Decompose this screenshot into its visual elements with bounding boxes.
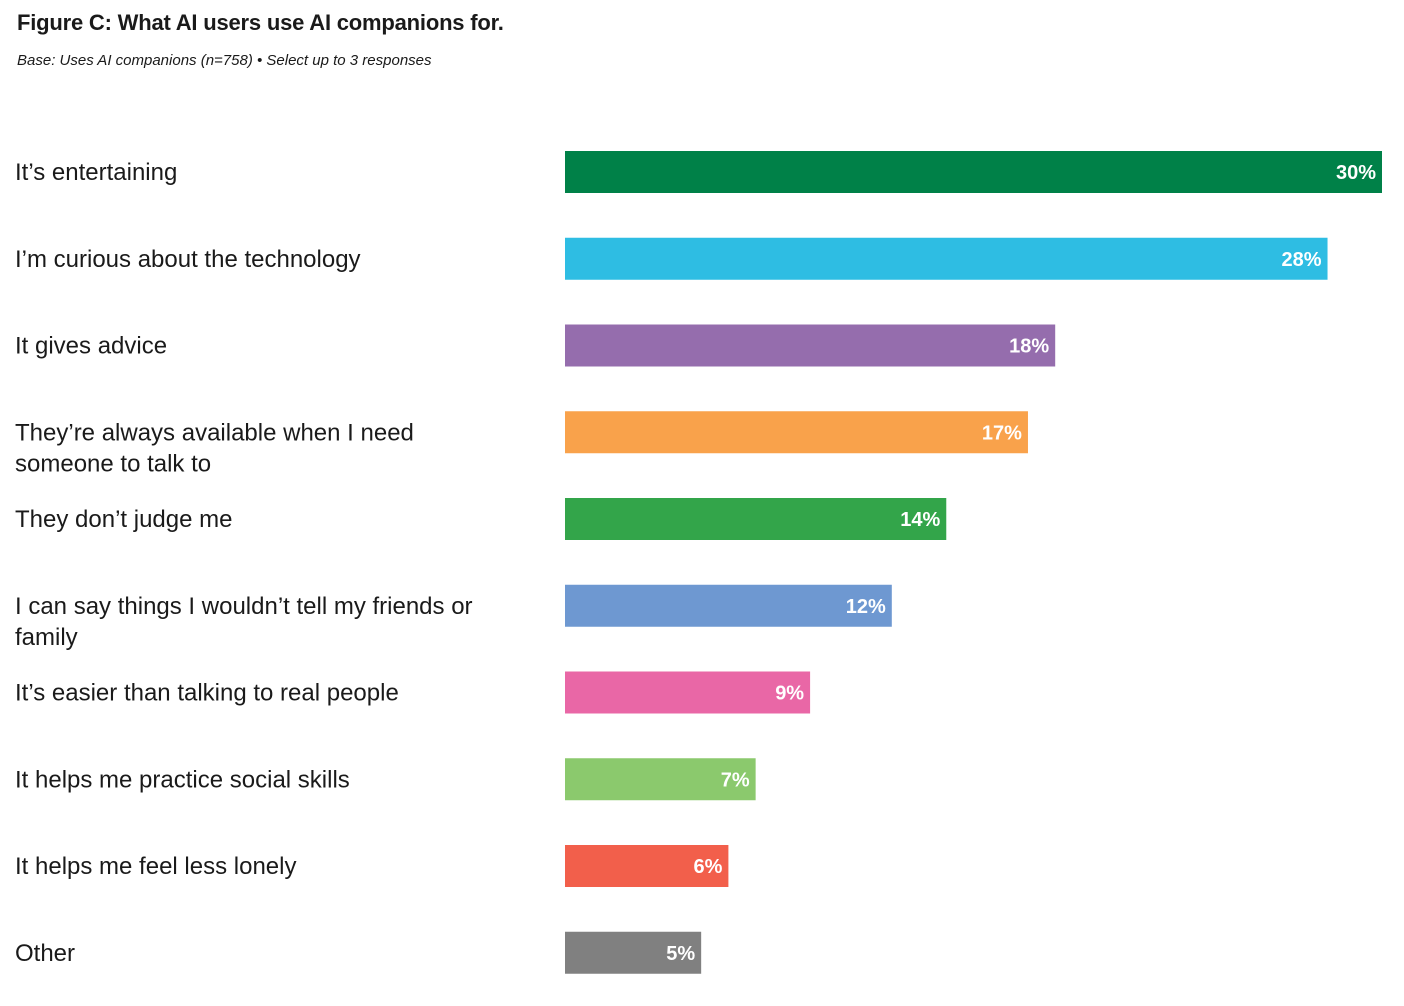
category-label-8: It helps me practice social skills bbox=[15, 766, 350, 793]
category-label-line: It helps me practice social skills bbox=[15, 766, 350, 793]
category-label-line: It’s easier than talking to real people bbox=[15, 680, 399, 707]
category-label-3: It gives advice bbox=[15, 333, 167, 360]
category-label-line: It helps me feel less lonely bbox=[15, 853, 296, 880]
value-label-7: 9% bbox=[775, 683, 804, 705]
category-label-6: I can say things I wouldn’t tell my frie… bbox=[15, 593, 473, 651]
category-label-line: someone to talk to bbox=[15, 450, 211, 477]
chart-title: Figure C: What AI users use AI companion… bbox=[17, 10, 504, 35]
category-label-2: I’m curious about the technology bbox=[15, 246, 361, 273]
value-label-4: 17% bbox=[982, 422, 1022, 444]
chart-subtitle: Base: Uses AI companions (n=758) • Selec… bbox=[17, 52, 432, 69]
bar-6 bbox=[565, 584, 892, 627]
category-label-line: They don’t judge me bbox=[15, 506, 232, 533]
bar-9 bbox=[565, 845, 729, 887]
category-label-line: They’re always available when I need bbox=[15, 419, 414, 446]
category-label-line: Other bbox=[15, 940, 75, 967]
category-label-1: It’s entertaining bbox=[15, 159, 177, 186]
category-label-line: It’s entertaining bbox=[15, 159, 177, 186]
bar-5 bbox=[565, 498, 947, 540]
category-label-line: It gives advice bbox=[15, 333, 167, 360]
category-label-line: I’m curious about the technology bbox=[15, 246, 361, 273]
value-label-10: 5% bbox=[666, 943, 695, 965]
bar-3 bbox=[565, 324, 1056, 367]
bar-2 bbox=[565, 237, 1328, 280]
value-label-9: 6% bbox=[693, 856, 722, 878]
value-label-2: 28% bbox=[1282, 249, 1322, 271]
value-label-3: 18% bbox=[1009, 336, 1049, 358]
category-label-line: I can say things I wouldn’t tell my frie… bbox=[15, 593, 473, 620]
value-label-1: 30% bbox=[1336, 162, 1376, 184]
category-label-line: family bbox=[15, 624, 78, 651]
bar-1 bbox=[565, 151, 1382, 193]
category-label-4: They’re always available when I need some… bbox=[15, 419, 414, 477]
bar-7 bbox=[565, 671, 811, 714]
category-label-10: Other bbox=[15, 940, 75, 967]
value-label-5: 14% bbox=[900, 509, 940, 531]
category-label-5: They don’t judge me bbox=[15, 506, 232, 533]
category-label-9: It helps me feel less lonely bbox=[15, 853, 296, 880]
bar-4 bbox=[565, 411, 1028, 454]
bar-10 bbox=[565, 931, 702, 974]
bar-8 bbox=[565, 758, 756, 801]
value-label-6: 12% bbox=[846, 596, 886, 618]
category-label-7: It’s easier than talking to real people bbox=[15, 680, 399, 707]
value-label-8: 7% bbox=[721, 769, 750, 791]
